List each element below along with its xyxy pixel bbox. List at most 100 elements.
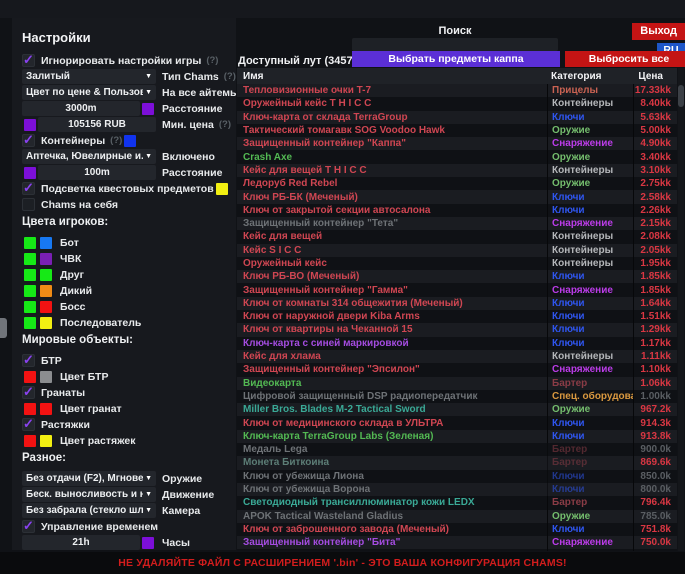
dropdown[interactable]: Аптечка, Ювелирные и... ▼	[22, 149, 156, 164]
value-input[interactable]: 3000m	[22, 101, 140, 116]
table-row[interactable]: Ключ от закрытой секции автосалона Ключи 2…	[237, 203, 677, 217]
table-row[interactable]: Защищенный контейнер "Тета" Снаряжение 2.1…	[237, 216, 677, 231]
color-swatch[interactable]	[24, 370, 36, 383]
side-panel-handle[interactable]	[0, 318, 7, 338]
table-row[interactable]: Защищенный контейнер "Гамма" Снаряжение 1.…	[237, 283, 677, 297]
color-swatch[interactable]	[142, 536, 154, 549]
table-row[interactable]: Тактический томагавк SOG Voodoo Hawk Оруж…	[237, 123, 677, 138]
color-swatch[interactable]	[215, 182, 228, 195]
value-input[interactable]: 105156 RUB	[38, 117, 156, 132]
table-header: Имя Категория Цена	[237, 68, 677, 84]
color-swatch[interactable]	[40, 370, 52, 383]
table-row[interactable]: Тепловизионные очки T-7 Прицелы 17.33kk	[237, 84, 677, 98]
value-input[interactable]: 100m	[38, 165, 156, 180]
table-row[interactable]: Miller Bros. Blades M-2 Tactical Sword Ор…	[237, 403, 677, 417]
color-swatch[interactable]	[24, 300, 36, 313]
color-swatch[interactable]	[24, 284, 36, 297]
sidebar-row: ✓ Игнорировать настройки игры (?)	[22, 53, 228, 68]
loot-price: 751.8k	[633, 522, 677, 537]
table-row[interactable]: Ключ от заброшенного завода (Меченый) Клю…	[237, 522, 677, 537]
dropdown[interactable]: Залитый ▼	[22, 69, 156, 84]
table-scrollbar[interactable]	[678, 68, 684, 551]
dropdown[interactable]: Цвет по цене & Пользователь▼	[22, 85, 156, 100]
table-row[interactable]: Кейс для хлама Контейнеры 1.11kk	[237, 349, 677, 364]
color-swatch[interactable]	[24, 166, 36, 179]
table-row[interactable]: Светодиодный трансиллюминатор кожи LEDX Б…	[237, 496, 677, 510]
drop-all-button[interactable]: Выбросить все	[565, 51, 685, 67]
table-row[interactable]: Ключ от убежища Лиона Ключи 850.0k	[237, 469, 677, 483]
table-row[interactable]: Ключ-карта с синей маркировкой Ключи 1.17k…	[237, 336, 677, 350]
dropdown[interactable]: Без отдачи (F2), Мгновенное п▼	[22, 471, 156, 486]
table-row[interactable]: Ключ от комнаты 314 общежития (Меченый) К…	[237, 296, 677, 311]
exit-button[interactable]: Выход	[632, 23, 685, 40]
color-swatch[interactable]	[24, 268, 36, 281]
row-label: На все айтемы	[162, 86, 236, 99]
row-label: Гранаты	[41, 386, 86, 399]
loot-name: Ключ от медицинского склада в УЛЬТРА	[243, 417, 444, 429]
column-header-category[interactable]: Категория	[551, 70, 602, 82]
table-row[interactable]: Crash Axe Оружие 3.40kk	[237, 150, 677, 164]
color-swatch[interactable]	[40, 316, 52, 329]
color-swatch[interactable]	[24, 236, 36, 249]
color-swatch[interactable]	[142, 102, 154, 115]
color-swatch[interactable]	[40, 252, 52, 265]
table-row[interactable]: Цифровой защищенный DSP радиопередатчик С…	[237, 389, 677, 404]
table-row[interactable]: Ключ-карта TerraGroup Labs (Зеленая) Ключ…	[237, 429, 677, 444]
color-swatch[interactable]	[40, 402, 52, 415]
table-row[interactable]: Медаль Lega Бартер 900.0k	[237, 443, 677, 457]
table-row[interactable]: Защищенный контейнер "Эпсилон" Снаряжение…	[237, 363, 677, 377]
loot-price: 800.0k	[633, 482, 677, 497]
column-header-price[interactable]: Цена	[638, 70, 663, 82]
checkbox[interactable]: ✓	[22, 416, 35, 431]
table-row[interactable]: Защищенный контейнер "Каппа" Снаряжение 4.…	[237, 137, 677, 151]
checkbox[interactable]: ✓	[22, 518, 35, 533]
color-swatch[interactable]	[24, 252, 36, 265]
row-label: Цвет растяжек	[60, 434, 136, 447]
loot-name: Miller Bros. Blades M-2 Tactical Sword	[243, 404, 426, 416]
color-swatch[interactable]	[24, 434, 36, 447]
table-row[interactable]: Ледоруб Red Rebel Оружие 2.75kk	[237, 177, 677, 191]
table-row[interactable]: Ключ РБ-БК (Меченый) Ключи 2.58kk	[237, 190, 677, 204]
table-row[interactable]: Видеокарта Бартер 1.06kk	[237, 376, 677, 390]
table-row[interactable]: Оружейный кейс T H I C C Контейнеры 8.40kk	[237, 97, 677, 111]
table-row[interactable]: Кейс для вещей T H I C C Контейнеры 3.10kk	[237, 163, 677, 178]
loot-category: Снаряжение	[547, 137, 633, 151]
scrollbar-thumb[interactable]	[678, 85, 684, 107]
dropdown[interactable]: Беск. выносливость и нет уста▼	[22, 487, 156, 502]
color-swatch[interactable]	[24, 402, 36, 415]
search-input[interactable]	[352, 38, 558, 51]
table-row[interactable]: Монета Биткоина Бартер 869.6k	[237, 456, 677, 470]
table-row[interactable]: Кейс S I C C Контейнеры 2.05kk	[237, 243, 677, 257]
table-row[interactable]: Ключ РБ-ВО (Меченый) Ключи 1.85kk	[237, 270, 677, 284]
color-swatch[interactable]	[40, 268, 52, 281]
color-swatch[interactable]	[24, 118, 36, 131]
color-swatch[interactable]	[24, 316, 36, 329]
table-row[interactable]: Защищенный контейнер "Бита" Снаряжение 750…	[237, 536, 677, 550]
checkbox[interactable]: ✓	[22, 52, 35, 67]
table-row[interactable]: Ключ-карта от склада TerraGroup Ключи 5.63…	[237, 110, 677, 124]
dropdown[interactable]: Без забрала (стекло шлема)▼	[22, 503, 156, 518]
checkbox[interactable]: ✓	[22, 384, 35, 399]
checkbox[interactable]: ✓	[22, 180, 35, 195]
column-header-name[interactable]: Имя	[243, 70, 264, 82]
table-row[interactable]	[237, 549, 677, 551]
table-row[interactable]: Ключ от наружной двери Kiba Arms Ключи 1.5…	[237, 310, 677, 324]
color-swatch[interactable]	[40, 434, 52, 447]
table-row[interactable]: Ключ от убежища Ворона Ключи 800.0k	[237, 482, 677, 497]
select-kappa-items-button[interactable]: Выбрать предметы каппа	[352, 51, 560, 67]
color-swatch[interactable]	[124, 134, 137, 147]
value-input[interactable]: 21h	[22, 535, 140, 550]
table-row[interactable]: Ключ от медицинского склада в УЛЬТРА Ключ…	[237, 416, 677, 430]
table-row[interactable]: Ключ от квартиры на Чеканной 15 Ключи 1.29…	[237, 323, 677, 337]
color-swatch[interactable]	[40, 300, 52, 313]
loot-price: 2.08kk	[633, 230, 677, 244]
table-row[interactable]: Кейс для вещей Контейнеры 2.08kk	[237, 230, 677, 244]
loot-category: Спец. оборудование	[547, 389, 633, 404]
checkbox[interactable]: ✓	[22, 132, 35, 147]
checkbox[interactable]: ✓	[22, 352, 35, 367]
checkbox[interactable]	[22, 198, 35, 211]
table-row[interactable]: Оружейный кейс Контейнеры 1.95kk	[237, 256, 677, 271]
color-swatch[interactable]	[40, 236, 52, 249]
color-swatch[interactable]	[40, 284, 52, 297]
table-row[interactable]: APOK Tactical Wasteland Gladius Оружие 785…	[237, 509, 677, 523]
